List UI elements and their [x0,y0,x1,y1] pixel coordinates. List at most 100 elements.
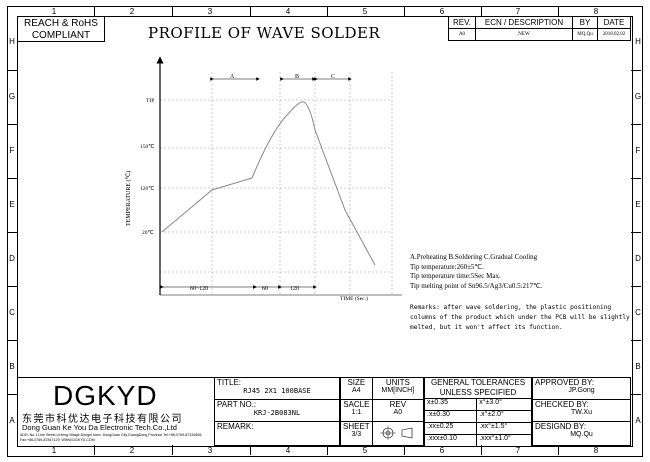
scale-value: 1:1 [351,409,362,416]
scale-label: SACLE [343,400,370,409]
by-value: MQ.Qu [572,28,598,41]
compliance-line1: REACH & RoHS [24,18,98,29]
date-value: 2018.02.02 [597,28,631,41]
tolerance-table: GENERAL TOLERANCES UNLESS SPECIFIED x±0.… [423,377,532,447]
grid-row-label: A [635,416,641,425]
tip-melting-point: Tip melting point of Sn96.5/Ag3/Cu0.5:21… [410,281,543,290]
revision-table: REV. ECN / DESCRIPTION BY DATE A0 NEW MQ… [448,16,631,41]
title-value: RJ45 2X1 100BASE [243,387,311,395]
grid-row-label: C [9,308,15,317]
grid-row-label: A [9,416,15,425]
x-axis-label: TIME (Sec.) [340,295,368,302]
units-value: MM[INCH] [381,387,415,394]
company-logo: DGKYD [53,380,158,411]
size-label: SIZE [347,378,366,387]
remarks-text: Remarks: after wave soldering, the plast… [410,304,630,331]
ecn-value: NEW [475,28,573,41]
tolerance-subheader: UNLESS SPECIFIED [439,388,517,397]
time-segment-label: 120 [290,286,299,292]
part-label: PART NO.: [217,400,257,409]
angular-tolerance: .xxx°±1.0° [476,434,532,447]
linear-tolerance: .xxx±0.10 [423,434,478,447]
time-segment-label: 60~120 [190,286,208,292]
approval-table: APPROVED BY: JP.Gong CHECKED BY: TW.Xu D… [532,377,631,446]
grid-col-label: 5 [362,446,368,455]
by-header: BY [572,16,598,29]
linear-tolerance: .xx±0.25 [423,422,478,435]
approved-label: APPROVED BY: [535,378,595,387]
grid-row-label: H [9,37,15,46]
grid-row-label: D [9,254,15,263]
outer-frame [7,6,643,457]
y-axis-label: TEMPERATURE (℃) [125,171,132,226]
grid-col-label: 3 [207,446,213,455]
sheet-value: 3/3 [351,431,362,438]
projection-symbol-icon [379,425,413,440]
grid-row-label: C [635,308,641,317]
units-label: UNITS [385,378,410,387]
grid-col-label: 1 [51,446,57,455]
grid-col-label: 4 [285,446,291,455]
ecn-header: ECN / DESCRIPTION [475,16,573,29]
wave-solder-chart: TIP 150℃ 120℃ 20℃ TEMPERATURE (℃) A B C … [125,56,402,302]
y-tick-label: 150℃ [140,144,155,150]
grid-col-label: 4 [285,7,291,16]
checked-label: CHECKED BY: [535,400,589,409]
grid-row-label: G [8,92,16,101]
company-address: ADD: No.1 Line Street,LiHeng Village,Den… [20,433,203,442]
grid-row-label: E [9,200,15,209]
angular-tolerance: x°±3.0° [476,398,532,411]
zones-legend: A.Preheating B.Soldering C.Gradual Cooli… [410,253,538,261]
title-info-table: TITLE: RJ45 2X1 100BASE PART NO.: KRJ-2B… [214,377,340,446]
designed-value: MQ.Qu [570,431,593,438]
grid-col-label: 2 [129,7,135,16]
y-tick-label: 20℃ [142,230,155,236]
tip-time: Tip temperature time:5Sec Max. [410,272,501,280]
grid-row-label: D [635,254,641,263]
grid-row-label: B [9,362,15,371]
tip-temperature: Tip temperature:260±5℃. [410,262,485,271]
compliance-line2: COMPLIANT [31,30,91,41]
linear-tolerance: x±0.35 [423,398,478,411]
part-value: KRJ-2B083NL [253,409,301,417]
temperature-profile-line [161,101,376,266]
zone-label-b: B [295,74,299,80]
rev-label: REV [389,400,407,409]
grid-col-label: 6 [439,7,445,16]
rev-header: REV. [448,16,476,29]
grid-col-label: 6 [439,446,445,455]
compliance-box: REACH & RoHS COMPLIANT [17,16,105,42]
grid-col-label: 5 [362,7,368,16]
grid-col-label: 2 [129,446,135,455]
grid-row-label: G [634,92,642,101]
approved-value: JP.Gong [568,387,595,394]
y-tick-label: 120℃ [140,186,155,192]
grid-row-label: F [635,146,641,155]
grid-col-label: 7 [515,7,521,16]
drawing-title: PROFILE OF WAVE SOLDER [148,24,381,42]
time-segment-label: 60 [262,286,268,292]
grid-col-label: 1 [51,7,57,16]
grid-row-label: F [9,146,15,155]
checked-value: TW.Xu [570,409,592,416]
designed-label: DESIGND BY: [535,422,587,431]
linear-tolerance: .x±0.30 [423,410,478,423]
sheet-label: SHEET [343,422,370,431]
rev-value: A0 [393,409,403,416]
grid-row-label: H [635,37,641,46]
grid-col-label: 8 [593,446,599,455]
grid-col-label: 7 [515,446,521,455]
zone-label-a: A [230,74,235,80]
zone-label-c: C [331,74,335,80]
date-header: DATE [597,16,631,29]
grid-row-label: E [635,200,641,209]
title-label: TITLE: [217,378,242,387]
chart-grid [160,72,393,295]
grid-col-label: 3 [207,7,213,16]
company-name-en: Dong Guan Ke You Da Electronic Tech.Co.,… [22,423,177,432]
rev-value: A0 [448,28,476,41]
remark-label: REMARK: [217,422,254,431]
process-notes: A.Preheating B.Soldering C.Gradual Cooli… [410,253,543,291]
inner-frame [17,16,633,447]
angular-tolerance: .xx°±1.5° [476,422,532,435]
